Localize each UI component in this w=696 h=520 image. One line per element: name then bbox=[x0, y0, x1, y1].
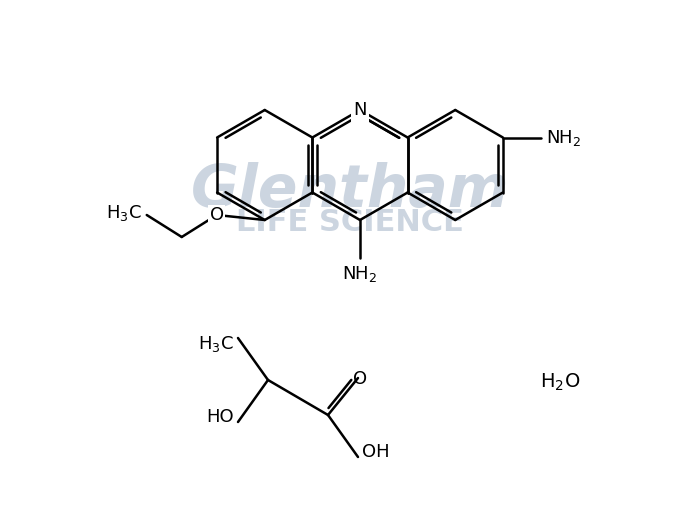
Text: NH$_2$: NH$_2$ bbox=[546, 127, 581, 148]
Text: O: O bbox=[353, 370, 367, 388]
Text: H$_3$C: H$_3$C bbox=[198, 334, 234, 354]
Text: HO: HO bbox=[207, 408, 234, 426]
Text: H$_2$O: H$_2$O bbox=[540, 371, 580, 393]
Text: Glentham: Glentham bbox=[191, 162, 509, 218]
Text: H$_3$C: H$_3$C bbox=[106, 203, 142, 223]
Text: O: O bbox=[209, 206, 224, 224]
Text: OH: OH bbox=[362, 443, 390, 461]
Text: N: N bbox=[354, 101, 367, 119]
Text: NH$_2$: NH$_2$ bbox=[342, 264, 378, 284]
Text: LIFE SCIENCE: LIFE SCIENCE bbox=[236, 207, 464, 237]
